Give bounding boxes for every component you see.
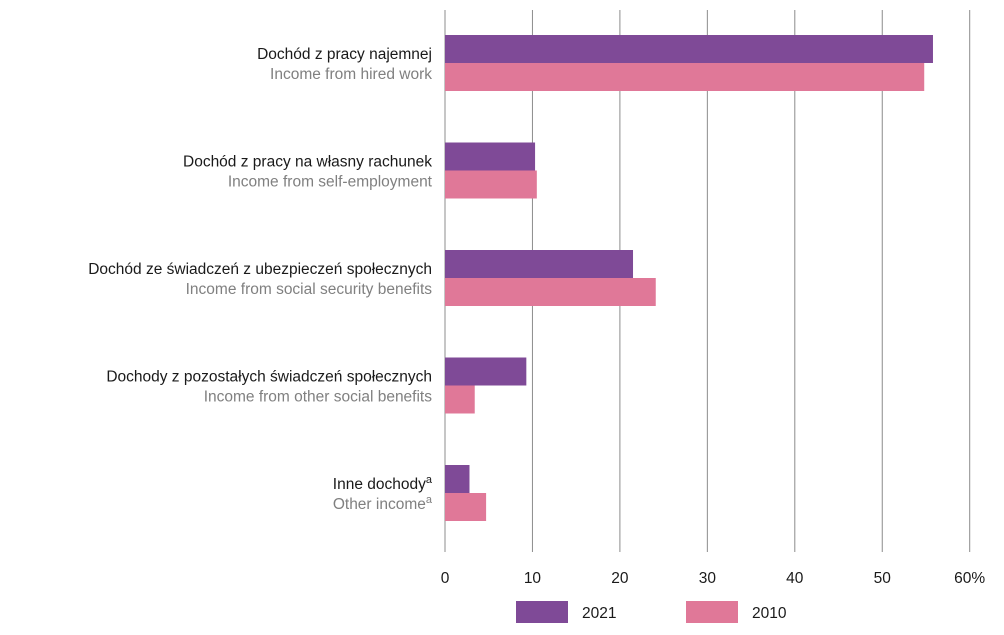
bar-2010 bbox=[445, 385, 475, 414]
category-label-pl: Dochód ze świadczeń z ubezpieczeń społec… bbox=[88, 261, 432, 278]
category-label-en: Other incomea bbox=[333, 494, 433, 513]
legend-swatch-2021 bbox=[516, 601, 568, 623]
bar-2010 bbox=[445, 170, 537, 199]
x-tick-label: 40 bbox=[786, 570, 804, 587]
legend-swatch-2010 bbox=[686, 601, 738, 623]
category-label-pl: Dochód z pracy na własny rachunek bbox=[183, 154, 432, 171]
category-label-pl: Dochody z pozostałych świadczeń społeczn… bbox=[106, 369, 432, 386]
x-tick-label: 0 bbox=[441, 570, 450, 587]
legend-label-2021: 2021 bbox=[582, 605, 616, 622]
superscript-a: a bbox=[426, 474, 433, 486]
category-label-en: Income from social security benefits bbox=[186, 281, 433, 298]
superscript-a: a bbox=[426, 494, 433, 506]
bar-2021 bbox=[445, 465, 470, 493]
bar-2010 bbox=[445, 63, 925, 91]
x-tick-label: 30 bbox=[699, 570, 717, 587]
category-label-pl: Dochód z pracy najemnej bbox=[257, 46, 432, 63]
bar-2021 bbox=[445, 35, 933, 63]
category-label-en: Income from hired work bbox=[270, 66, 432, 83]
x-tick-label: 10 bbox=[524, 570, 542, 587]
bar-2021 bbox=[445, 142, 536, 171]
x-tick-label: 50 bbox=[874, 570, 892, 587]
bar-2021 bbox=[445, 250, 634, 278]
bar-2010 bbox=[445, 278, 656, 306]
x-tick-label: 60% bbox=[954, 570, 985, 587]
bar-2010 bbox=[445, 493, 487, 521]
legend-label-2010: 2010 bbox=[752, 605, 787, 622]
category-label-en: Income from other social benefits bbox=[204, 389, 433, 406]
category-label-en: Income from self-employment bbox=[228, 174, 433, 191]
bar-2021 bbox=[445, 357, 527, 386]
category-label-pl: Inne dochodya bbox=[333, 474, 433, 493]
x-tick-label: 20 bbox=[611, 570, 629, 587]
